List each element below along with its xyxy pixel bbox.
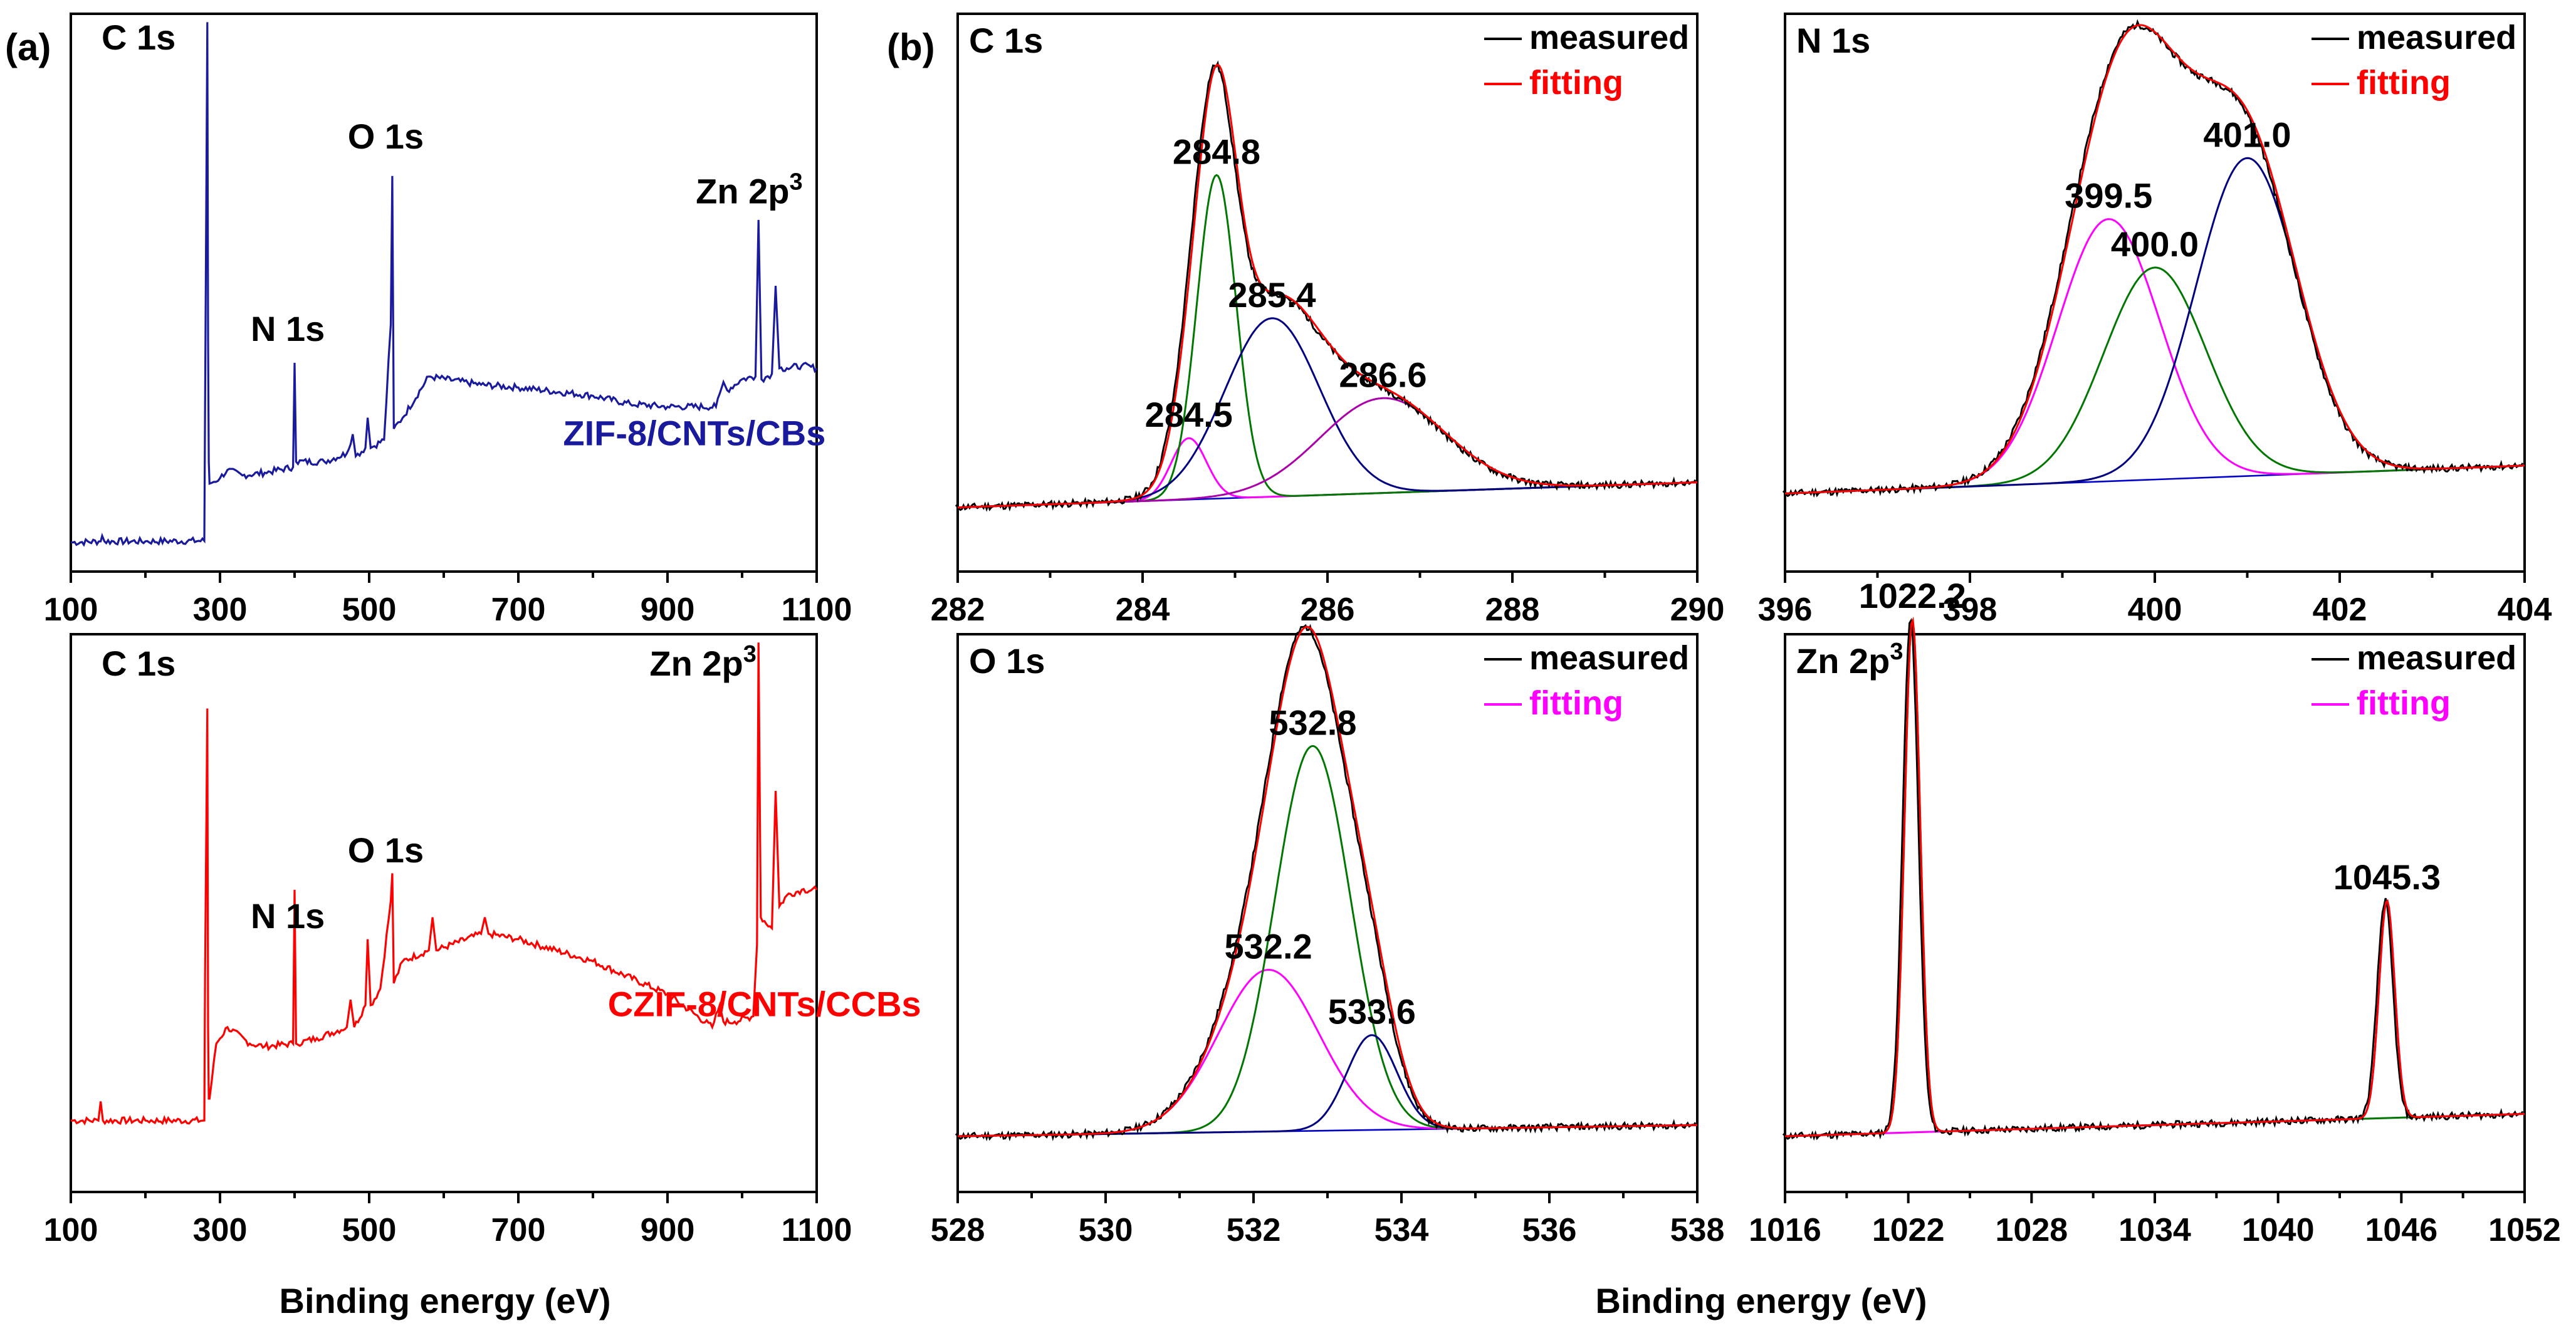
- x-tick-label: 534: [1374, 1212, 1429, 1248]
- legend-entry: measured: [1529, 19, 1689, 56]
- x-tick-label: 1052: [2488, 1212, 2561, 1248]
- component-peak-401.0: [1784, 157, 2525, 494]
- peak-label: 399.5: [2065, 176, 2152, 216]
- x-tick-label: 290: [1670, 592, 1725, 628]
- survey-spectrum-line: [70, 642, 818, 1126]
- n1s-plot: 396 398 400 402 404 399.5 400.0 401.0 N 1s measur…: [1758, 13, 2552, 628]
- x-tick-label: 1046: [2365, 1212, 2437, 1248]
- peak-label: 401.0: [2203, 115, 2291, 154]
- x-tick-label: 400: [2128, 592, 2182, 628]
- peak-label: 286.6: [1339, 355, 1427, 394]
- x-tick-label: 1040: [2242, 1212, 2315, 1248]
- panel-a-label: (a): [5, 26, 51, 68]
- peak-label: 533.6: [1328, 992, 1416, 1032]
- peak-label: 532.2: [1225, 926, 1312, 966]
- x-tick-label: 528: [931, 1212, 985, 1248]
- survey-spectrum-line: [71, 22, 818, 547]
- peak-label: 1022.2: [1859, 576, 1966, 615]
- peak-label: 284.5: [1145, 395, 1233, 434]
- x-tick-label: 900: [641, 1212, 695, 1248]
- x-tick-label: 396: [1758, 592, 1813, 628]
- survey-plot-zif8: 100 300 500 700 900 1100 C 1s O 1s N 1s Zn 2p3 ZIF…: [44, 13, 852, 628]
- peak-annotation: Zn 2p3: [696, 169, 802, 211]
- x-tick-label: 1016: [1749, 1212, 1821, 1248]
- fitting-line: [958, 625, 1697, 1137]
- plot-frame: [70, 13, 818, 573]
- component-peak-285.4: [958, 317, 1698, 509]
- x-tick-label: 404: [2498, 592, 2552, 628]
- x-tick-label: 538: [1670, 1212, 1725, 1248]
- peak-annotation: N 1s: [251, 309, 325, 348]
- x-tick-label: 532: [1227, 1212, 1281, 1248]
- x-tick-label: 1028: [1995, 1212, 2068, 1248]
- peak-annotation: O 1s: [348, 117, 424, 156]
- sample-label: ZIF-8/CNTs/CBs: [563, 413, 825, 452]
- x-tick-label: 536: [1522, 1212, 1577, 1248]
- peak-label: 284.8: [1173, 132, 1260, 171]
- fitting-line: [1784, 617, 2525, 1137]
- component-peak-532.8: [958, 745, 1697, 1137]
- legend-entry: fitting: [2357, 684, 2451, 722]
- x-tick-label: 1022: [1872, 1212, 1945, 1248]
- component-peak-1045.3: [1784, 899, 2525, 1137]
- panel-title: Zn 2p3: [1796, 639, 1903, 681]
- x-tick-label: 500: [342, 1212, 397, 1248]
- legend-entry: measured: [1529, 639, 1689, 677]
- x-tick-label: 500: [342, 592, 397, 628]
- fitting-line: [958, 63, 1698, 509]
- x-tick-label: 398: [1943, 592, 1997, 628]
- peak-annotation: C 1s: [102, 644, 175, 683]
- legend-entry: fitting: [1529, 684, 1623, 722]
- x-tick-label: 286: [1301, 592, 1355, 628]
- zn2p-plot: 1016 1022 1028 1034 1040 1046 1052 1022.2 1045.3…: [1749, 576, 2561, 1248]
- x-axis-title-a: Binding energy (eV): [280, 1281, 611, 1320]
- x-tick-label: 1100: [782, 592, 852, 628]
- x-tick-label: 284: [1116, 592, 1170, 628]
- x-axis-title-b: Binding energy (eV): [1596, 1281, 1927, 1320]
- x-tick-label: 282: [931, 592, 985, 628]
- legend-entry: fitting: [2357, 64, 2451, 102]
- peak-label: 532.8: [1269, 703, 1356, 742]
- measured-line: [1782, 617, 2524, 1141]
- x-tick-label: 900: [641, 592, 695, 628]
- measured-line: [955, 60, 1697, 512]
- sample-label: CZIF-8/CNTs/CCBs: [608, 984, 921, 1023]
- legend-entry: fitting: [1529, 64, 1623, 102]
- legend-entry: measured: [2357, 639, 2516, 677]
- panel-title: C 1s: [969, 21, 1043, 60]
- x-tick-label: 530: [1079, 1212, 1133, 1248]
- peak-annotation: C 1s: [102, 18, 175, 57]
- component-peak-286.6: [958, 397, 1698, 509]
- panel-b-label: (b): [887, 26, 935, 68]
- x-tick-label: 402: [2313, 592, 2367, 628]
- x-tick-label: 100: [44, 592, 98, 628]
- peak-label: 1045.3: [2333, 857, 2441, 897]
- peak-label: 285.4: [1228, 275, 1316, 315]
- x-tick-label: 288: [1485, 592, 1540, 628]
- panel-title: O 1s: [969, 641, 1045, 681]
- peak-annotation: N 1s: [251, 896, 325, 936]
- x-tick-label: 100: [44, 1212, 98, 1248]
- component-peak-284.5: [958, 437, 1698, 509]
- x-tick-label: 300: [193, 1212, 248, 1248]
- x-tick-label: 700: [491, 1212, 546, 1248]
- peak-annotation: Zn 2p3: [649, 641, 756, 683]
- fitting-line: [1784, 24, 2525, 494]
- survey-plot-czif8: 100 300 500 700 900 1100 C 1s Zn 2p3 O 1s N 1s CZI…: [44, 633, 921, 1248]
- x-tick-label: 300: [193, 592, 248, 628]
- c1s-plot: 282 284 286 288 290 284.5 284.8 285.4 286.6 C 1s m…: [931, 13, 1725, 628]
- x-tick-label: 700: [491, 592, 546, 628]
- peak-annotation: O 1s: [348, 830, 424, 870]
- component-peak-400.0: [1784, 266, 2525, 494]
- x-tick-label: 1100: [782, 1212, 852, 1248]
- plot-frame: [70, 633, 818, 1193]
- o1s-plot: 528 530 532 534 536 538 532.2 532.8 533.6 O 1s mea…: [931, 624, 1725, 1248]
- peak-label: 400.0: [2111, 224, 2199, 264]
- legend-entry: measured: [2357, 19, 2516, 56]
- panel-title: N 1s: [1796, 21, 1870, 60]
- x-tick-label: 1034: [2118, 1212, 2191, 1248]
